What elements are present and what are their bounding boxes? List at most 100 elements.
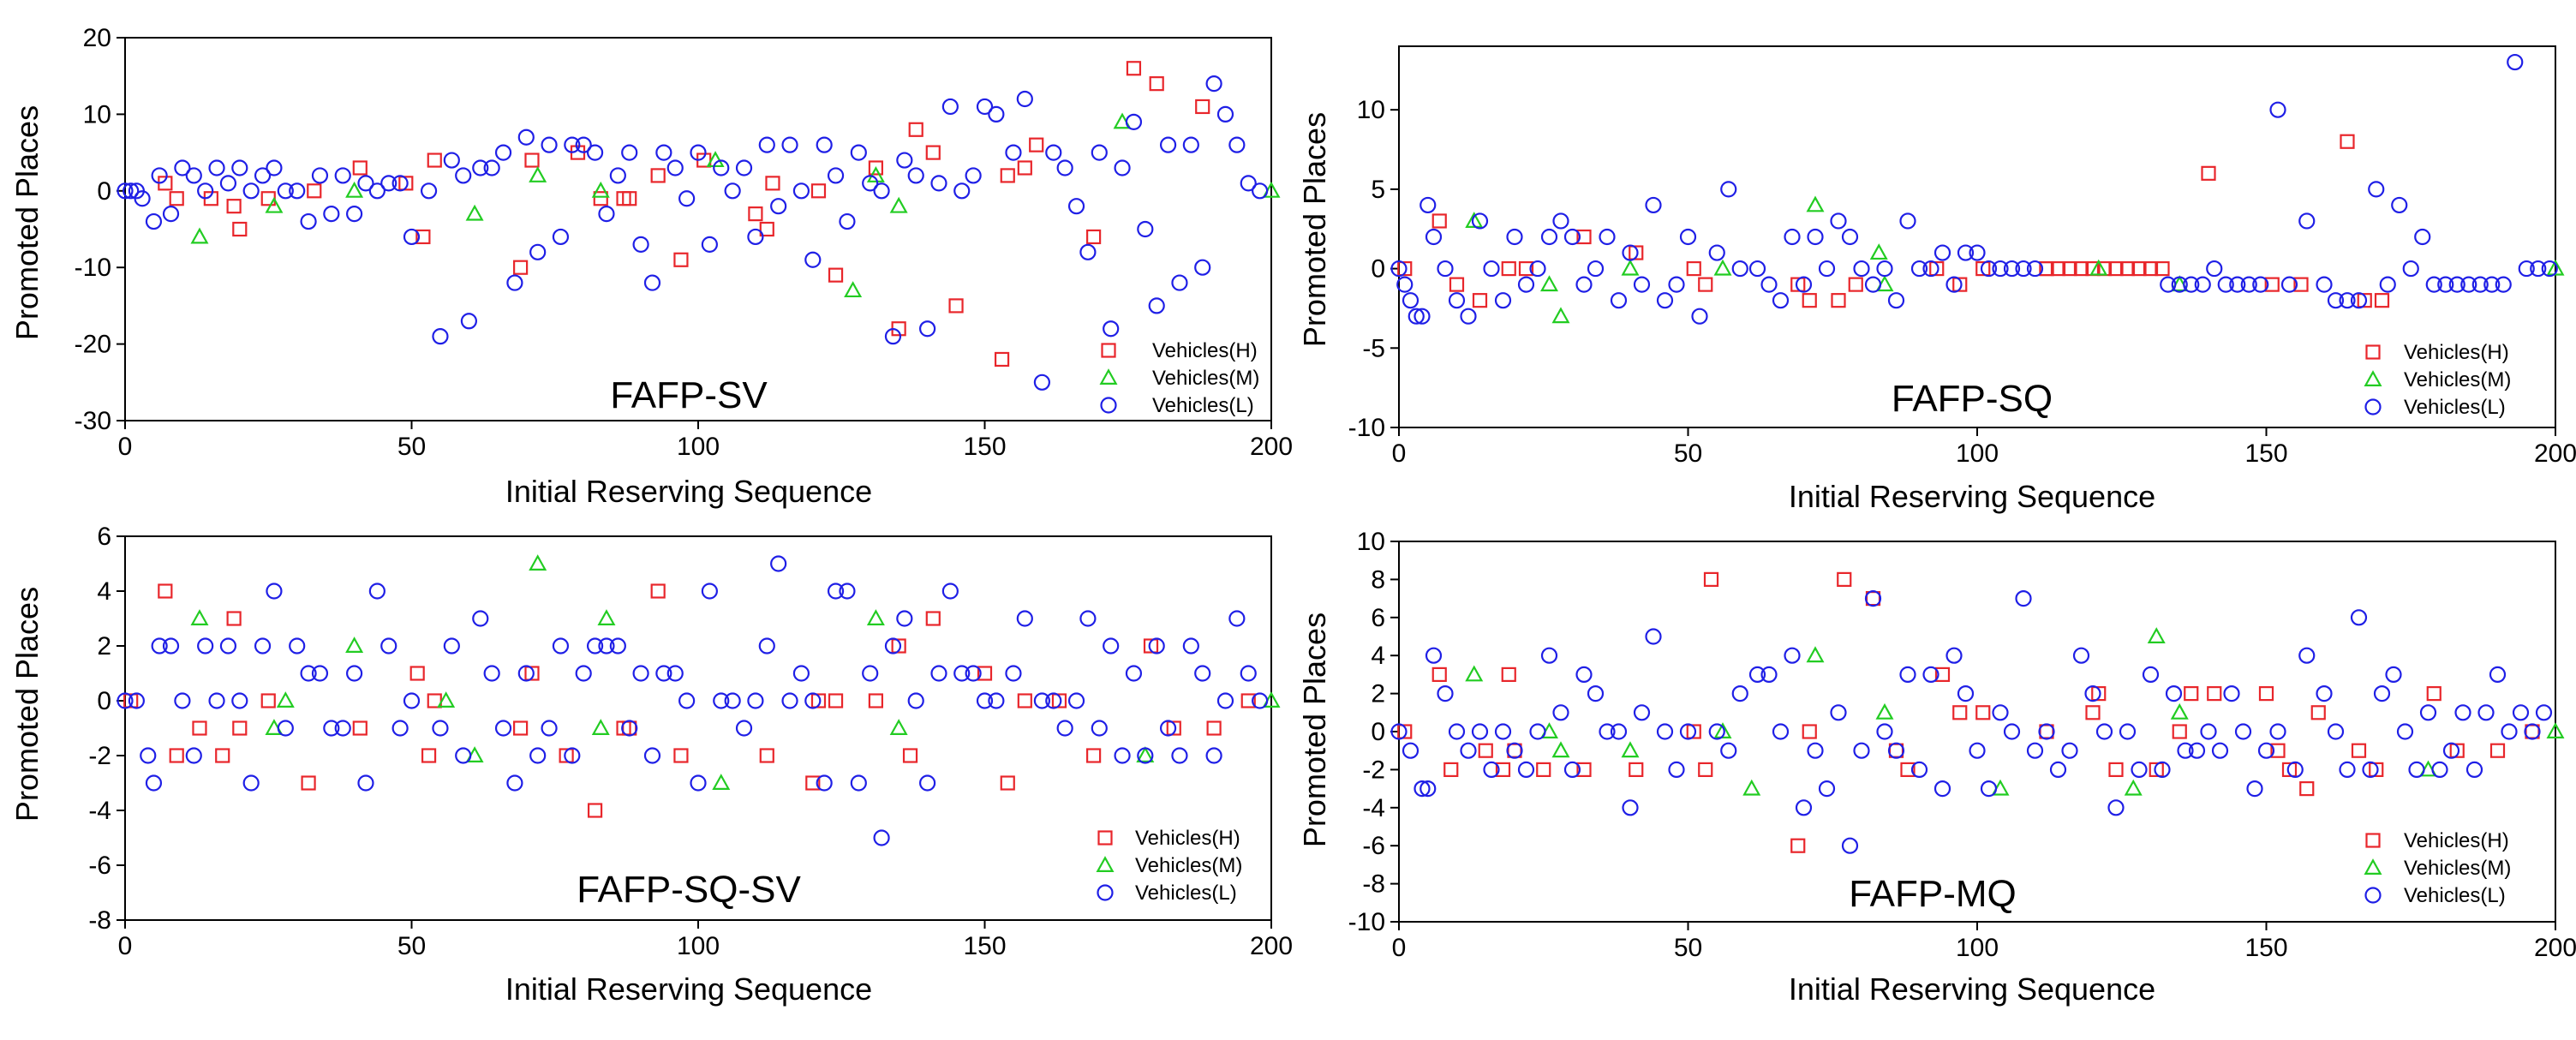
data-point-l: [735, 159, 753, 176]
data-point-l: [2391, 196, 2408, 214]
x-tick-label: 200: [1250, 433, 1293, 461]
data-point-l: [1668, 761, 1685, 779]
data-point-h: [1195, 99, 1210, 115]
data-point-l: [208, 159, 225, 176]
panel-title: FAFP-MQ: [1849, 873, 2017, 915]
data-point-l: [1830, 212, 1847, 230]
y-tick-label: 10: [83, 100, 111, 129]
data-point-h: [2039, 260, 2054, 277]
data-point-m: [591, 181, 610, 198]
data-point-l: [1448, 723, 1466, 740]
data-point-l: [311, 167, 329, 184]
data-point-l: [873, 182, 890, 200]
y-tick-label: -30: [75, 407, 111, 435]
data-point-l: [1494, 292, 1512, 309]
legend-label-m: Vehicles(M): [1152, 367, 1259, 390]
legend-marker-m: [1099, 368, 1118, 385]
data-point-l: [2194, 276, 2211, 293]
legend-label-l: Vehicles(L): [1152, 394, 1254, 417]
data-point-l: [460, 313, 478, 330]
data-point-l: [1610, 292, 1628, 309]
data-point-l: [1114, 159, 1131, 176]
data-point-l: [1552, 704, 1569, 721]
data-point-l: [643, 274, 661, 291]
data-point-l: [1252, 182, 1269, 200]
data-point-h: [948, 298, 964, 314]
data-point-h: [1000, 775, 1015, 791]
data-point-l: [666, 159, 684, 176]
data-point-l: [1182, 136, 1199, 153]
y-tick-label: -20: [75, 331, 111, 359]
data-point-l: [586, 637, 604, 654]
data-point-l: [690, 774, 707, 792]
data-point-l: [884, 637, 902, 654]
data-point-h: [2091, 685, 2107, 702]
data-point-h: [828, 267, 844, 283]
data-point-h: [868, 160, 883, 176]
legend-label-h: Vehicles(H): [1152, 339, 1258, 362]
data-point-l: [231, 692, 248, 709]
data-point-l: [839, 212, 856, 230]
data-point-l: [219, 637, 237, 654]
data-point-h: [2155, 260, 2170, 277]
data-point-h: [1576, 229, 1592, 245]
data-point-l: [2246, 780, 2263, 798]
data-point-l: [988, 692, 1005, 709]
data-point-l: [517, 665, 535, 682]
y-tick-label: 5: [1371, 176, 1385, 204]
data-point-h: [1501, 666, 1516, 683]
data-point-h: [1629, 762, 1644, 778]
data-point-l: [145, 212, 163, 230]
data-point-l: [403, 228, 421, 246]
data-point-l: [2095, 723, 2113, 740]
data-point-h: [810, 693, 827, 708]
data-point-l: [1045, 144, 1062, 161]
data-point-h: [2143, 260, 2159, 277]
data-point-l: [391, 175, 409, 192]
data-point-m: [1551, 741, 1570, 758]
data-point-l: [953, 182, 971, 200]
data-point-h: [2449, 743, 2465, 758]
x-tick-label: 50: [1674, 439, 1702, 468]
data-point-l: [2339, 292, 2356, 309]
data-point-l: [816, 774, 833, 792]
legend: Vehicles(H) Vehicles(M) Vehicles(L): [2404, 341, 2511, 419]
data-point-l: [655, 144, 672, 161]
data-point-h: [1900, 762, 1916, 778]
data-point-l: [1887, 742, 1905, 759]
data-point-m: [844, 281, 863, 298]
data-point-l: [1159, 720, 1177, 737]
data-point-l: [988, 105, 1005, 123]
data-point-l: [850, 774, 867, 792]
y-axis-title: Promoted Places: [9, 587, 45, 822]
data-point-l: [2183, 276, 2200, 293]
data-point-l: [1945, 647, 1963, 664]
data-point-l: [976, 98, 994, 116]
data-point-h: [260, 693, 276, 708]
x-tick-label: 150: [2244, 934, 2287, 962]
data-point-h: [2351, 743, 2367, 758]
data-point-l: [609, 637, 626, 654]
data-point-m: [889, 719, 908, 736]
data-point-l: [2286, 761, 2304, 779]
x-tick-label: 200: [2534, 439, 2576, 468]
data-point-l: [1645, 196, 1662, 214]
data-point-l: [965, 665, 982, 682]
y-tick-label: 0: [1371, 255, 1385, 284]
data-point-h: [1790, 277, 1806, 292]
x-tick-label: 150: [2244, 439, 2287, 468]
data-point-l: [346, 206, 363, 223]
data-point-l: [941, 583, 959, 600]
data-point-l: [1091, 720, 1108, 737]
data-point-l: [494, 144, 512, 161]
x-axis-title: Initial Reserving Sequence: [505, 971, 872, 1007]
legend: Vehicles(H) Vehicles(M) Vehicles(L): [1135, 827, 1242, 905]
legend-marker-m: [2364, 370, 2382, 386]
data-point-l: [1137, 220, 1154, 238]
data-point-l: [896, 152, 913, 169]
data-point-h: [908, 122, 923, 137]
data-point-l: [575, 665, 592, 682]
data-point-l: [907, 692, 924, 709]
data-point-l: [432, 720, 449, 737]
y-tick-label: -10: [75, 254, 111, 282]
